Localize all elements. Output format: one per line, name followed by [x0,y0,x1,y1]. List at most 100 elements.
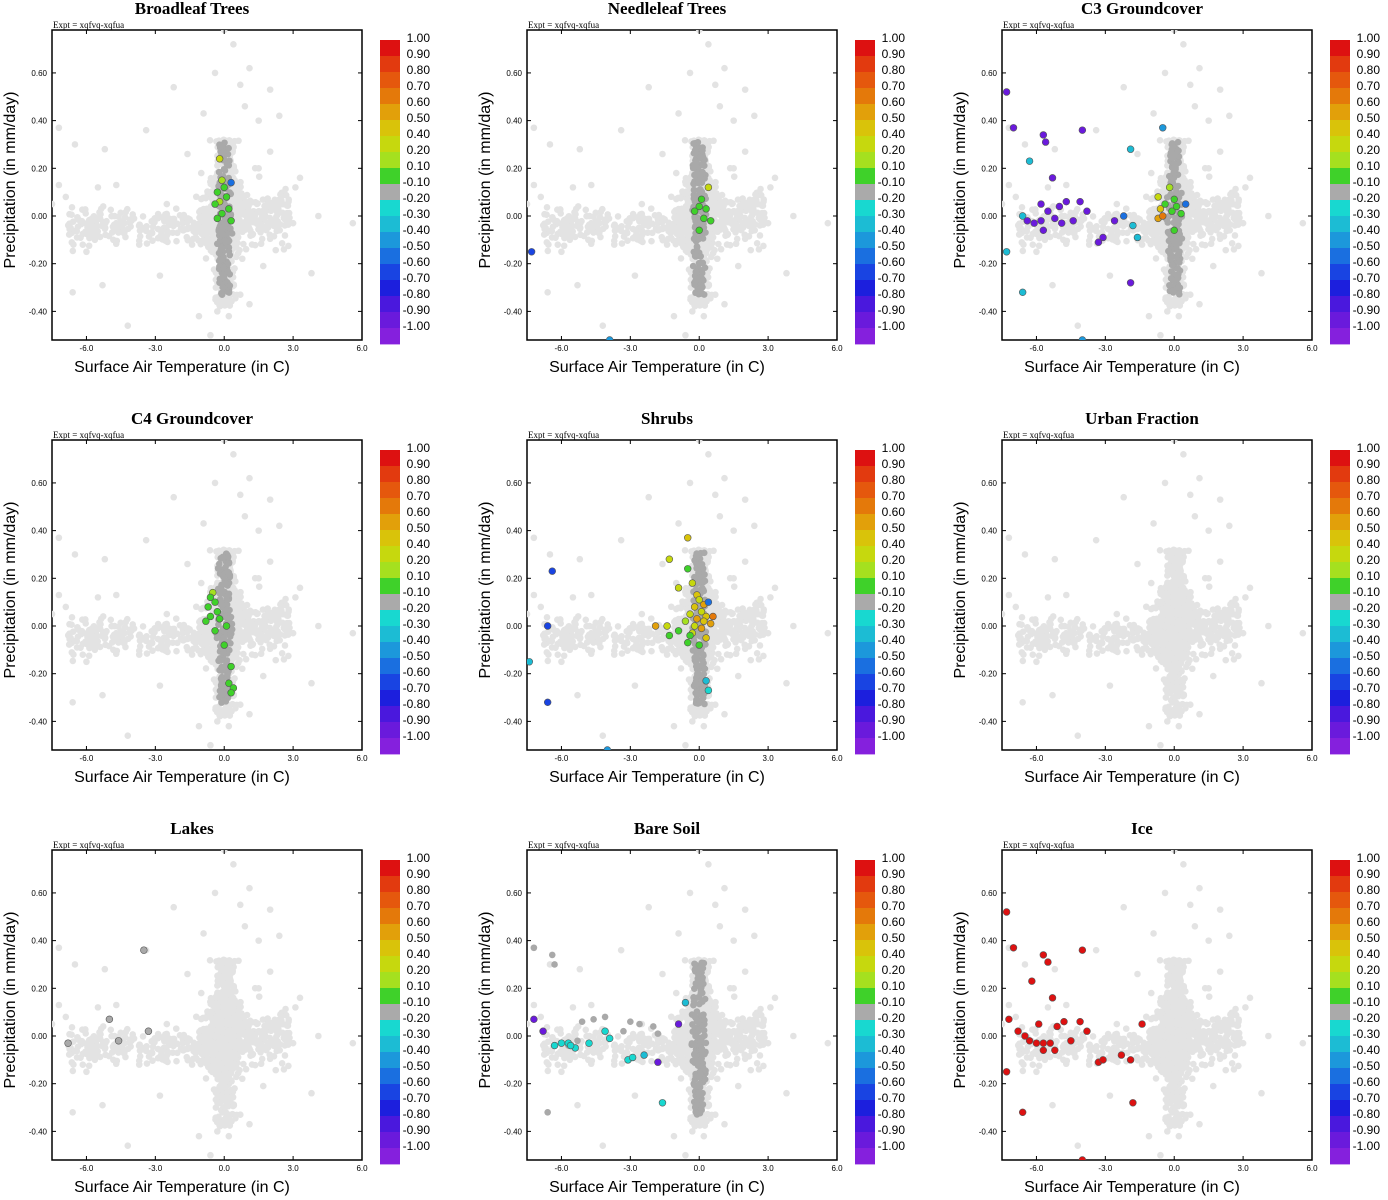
plot-frame [526,29,838,341]
background-point [689,308,696,315]
background-point [623,228,631,236]
background-point [730,165,737,172]
colorbar-label: -1.00 [403,319,431,333]
background-point [82,206,89,213]
data-point [227,178,235,187]
background-point [96,215,104,223]
background-point [1027,234,1034,242]
background-point [638,200,646,208]
background-point [266,86,274,93]
background-point [741,148,749,155]
neutral-point [215,168,223,176]
background-point [667,193,675,201]
background-point [102,231,109,239]
data-point [222,193,231,201]
data-point [700,214,708,223]
background-point [610,222,618,230]
background-point [824,219,832,227]
background-point [636,211,644,218]
background-point [760,242,767,250]
background-point [602,223,609,230]
background-point [569,184,577,191]
colorbar-label: 0.20 [882,143,906,157]
scatter-points [52,30,357,339]
background-point [238,255,246,263]
background-point [315,212,322,220]
background-point [149,237,156,244]
background-point [349,219,357,227]
x-tick-label: 6.0 [831,344,843,353]
background-point [601,216,609,223]
background-point [97,205,105,213]
y-tick-label: 0.20 [31,164,47,173]
colorbar-swatch [855,184,875,201]
background-point [1104,210,1112,218]
background-point [675,110,682,117]
experiment-label: Expt = xqfvq-xqfua [1003,20,1074,30]
neutral-point [215,227,223,235]
colorbar-swatch [380,56,400,73]
background-point [576,145,584,153]
background-point [537,193,545,201]
colorbar-swatch [855,120,875,137]
data-point [215,155,224,163]
background-point [728,220,736,227]
background-point [188,241,196,248]
background-point [714,201,722,209]
background-point [161,211,169,218]
x-tick-label: -6.0 [555,344,569,353]
background-point [576,225,584,233]
background-point [68,204,76,211]
background-point [610,241,618,248]
neutral-point [695,235,702,243]
background-point [200,205,207,213]
background-point [234,249,242,257]
background-point [716,220,724,228]
background-point [247,232,254,239]
background-point [629,210,637,218]
background-point [141,225,148,233]
background-point [771,174,779,182]
background-point [783,269,790,277]
background-point [711,81,719,89]
experiment-label: Expt = xqfvq-xqfua [53,20,124,30]
y-tick-label: -0.40 [504,307,523,316]
background-point [544,289,551,296]
background-point [276,112,283,120]
background-point [79,241,87,248]
background-point [716,226,724,234]
background-point [713,255,721,263]
background-point [1111,211,1119,218]
background-point [1109,232,1117,240]
background-point [582,206,590,214]
colorbar-label: 0.90 [882,47,906,61]
background-point [111,212,118,220]
data-point [220,183,228,192]
neutral-point [701,162,708,169]
background-point [723,210,731,217]
neutral-point [700,277,707,284]
background-point [730,117,737,124]
neutral-point [226,282,234,289]
background-point [1076,216,1084,223]
background-point [681,136,689,144]
background-point [596,219,603,227]
colorbar-label: -1.00 [878,319,906,333]
neutral-point [227,211,235,218]
background-point [741,235,749,243]
background-point [1231,232,1239,239]
background-point [676,221,683,229]
background-point [68,211,75,219]
neutral-point [692,289,699,297]
colorbar-swatch [380,296,400,313]
neutral-point [691,146,699,154]
background-point [269,219,277,227]
background-point [721,197,729,205]
neutral-point [220,148,227,156]
colorbar-label: 0.70 [882,79,906,93]
background-point [710,223,718,230]
y-tick-label: 0.60 [31,69,47,78]
background-point [655,211,663,219]
background-point [545,241,552,248]
